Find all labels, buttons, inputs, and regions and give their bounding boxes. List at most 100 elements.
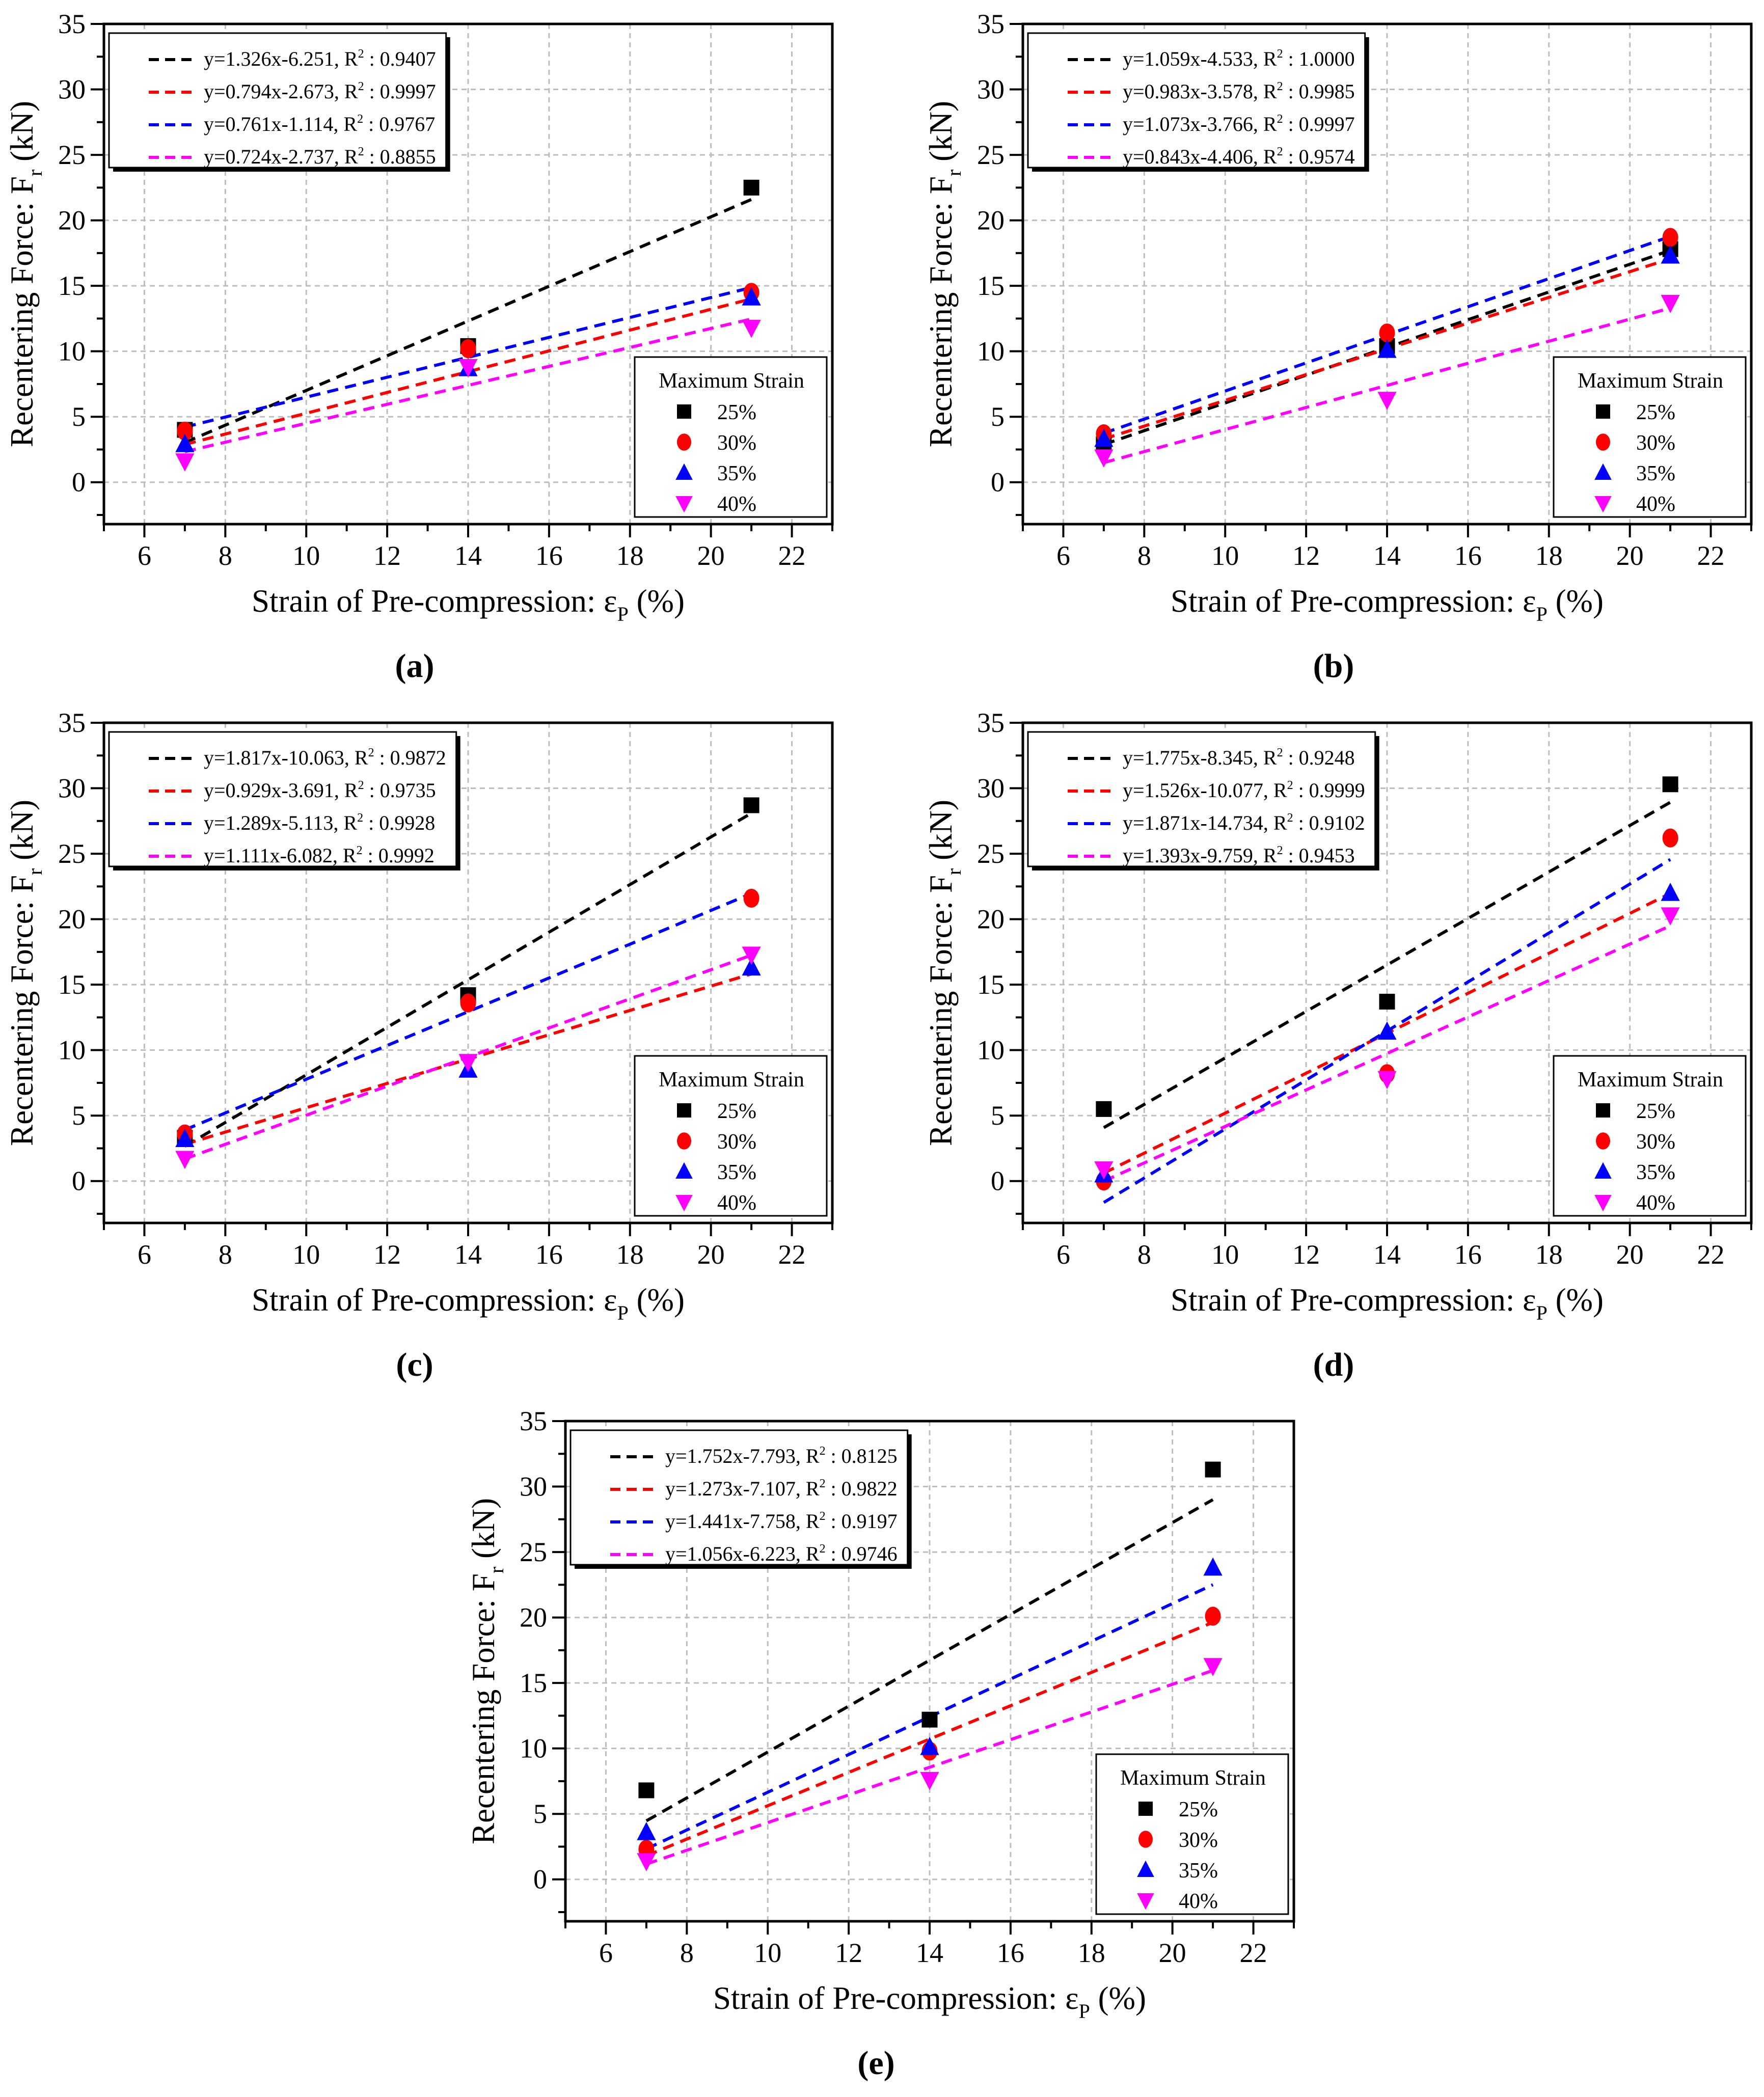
x-axis-title: Strain of Pre-compression: εP (%)	[252, 583, 685, 625]
equation-text: y=1.752x-7.793, R	[665, 1445, 820, 1467]
x-tick-label: 20	[1159, 1938, 1186, 1968]
x-tick-label: 22	[1697, 1239, 1725, 1270]
y-tick-label: 30	[977, 773, 1005, 804]
x-tick-label: 22	[778, 540, 806, 571]
legend-series-label: 25%	[717, 1100, 756, 1123]
y-axis-title-sub: r	[485, 1567, 508, 1573]
legend-marker-35pct	[1137, 1860, 1154, 1877]
legend-equation: y=1.289x-5.113, R2 : 0.9928	[204, 811, 435, 834]
r2-superscript: 2	[358, 145, 364, 158]
data-point-35pct	[175, 1129, 195, 1147]
legend-equation: y=0.761x-1.114, R2 : 0.9767	[204, 113, 435, 135]
legend-series-label: 35%	[717, 1161, 756, 1184]
equation-legend: y=1.817x-10.063, R2 : 0.9872y=0.929x-3.6…	[108, 731, 460, 870]
legend-series-label: 35%	[1179, 1859, 1218, 1883]
x-tick-label: 14	[1373, 540, 1401, 571]
y-axis-title-sub: r	[942, 868, 965, 875]
data-point-40pct	[1094, 449, 1114, 468]
r2-value: : 0.9102	[1293, 811, 1365, 834]
legend-series-label: 35%	[1636, 1161, 1675, 1184]
legend-series-label: 30%	[1179, 1829, 1218, 1852]
y-tick-label: 25	[977, 140, 1005, 170]
marker-legend-title: Maximum Strain	[1578, 1068, 1723, 1092]
legend-series-label: 25%	[1636, 1100, 1675, 1123]
x-tick-label: 18	[1535, 1239, 1563, 1270]
legend-series-label: 30%	[1636, 431, 1675, 455]
y-axis-title-unit: (kN)	[923, 800, 959, 868]
y-tick-label: 20	[520, 1602, 547, 1633]
x-axis-title: Strain of Pre-compression: εP (%)	[1171, 1282, 1604, 1324]
y-tick-label: 35	[977, 707, 1005, 738]
y-axis-title: Recentering Force: Fr (kN)	[923, 800, 965, 1146]
legend-equation: y=0.794x-2.673, R2 : 0.9997	[204, 80, 436, 103]
legend-equation: y=1.073x-3.766, R2 : 0.9997	[1123, 113, 1355, 135]
legend-series-label: 40%	[1636, 1191, 1675, 1215]
r2-value: : 0.9999	[1293, 779, 1365, 802]
y-tick-label: 20	[58, 904, 86, 935]
legend-equation: y=1.326x-6.251, R2 : 0.9407	[204, 47, 436, 70]
legend-marker-30pct	[1596, 1132, 1610, 1150]
marker-legend: Maximum Strain 25% 30% 35% 40%	[634, 1055, 828, 1217]
x-axis-title-sub: P	[617, 603, 629, 625]
x-axis-title: Strain of Pre-compression: εP (%)	[1171, 583, 1604, 625]
r2-value: : 0.9767	[363, 113, 435, 135]
data-point-30pct	[177, 421, 193, 441]
legend-series-label: 25%	[1636, 401, 1675, 424]
y-tick-label: 15	[58, 969, 86, 1000]
y-tick-label: 35	[520, 1406, 547, 1436]
x-tick-label: 6	[138, 1239, 151, 1270]
data-point-40pct	[742, 319, 761, 338]
legend-box	[108, 731, 457, 867]
legend-box	[108, 32, 447, 169]
legend-equation: y=1.111x-6.082, R2 : 0.9992	[204, 844, 435, 867]
legend-marker-40pct	[1137, 1893, 1154, 1910]
data-point-25pct	[921, 1711, 938, 1728]
fit-line-35pct	[184, 892, 752, 1131]
r2-superscript: 2	[820, 1477, 826, 1490]
data-point-25pct	[743, 179, 759, 196]
y-tick-label: 15	[977, 969, 1005, 1000]
legend-marker-40pct	[675, 496, 693, 513]
legend-equation: y=0.724x-2.737, R2 : 0.8855	[204, 145, 436, 168]
r2-superscript: 2	[1287, 779, 1293, 792]
r2-superscript: 2	[1277, 746, 1283, 759]
legend-series-label: 30%	[717, 1130, 756, 1154]
r2-superscript: 2	[357, 113, 363, 126]
marker-legend-box	[634, 356, 828, 518]
data-point-35pct	[1661, 245, 1680, 264]
legend-marker-25pct	[677, 1103, 691, 1118]
x-tick-label: 8	[219, 1239, 232, 1270]
y-tick-label: 25	[58, 140, 86, 170]
legend-series-label: 35%	[1636, 462, 1675, 485]
marker-legend-box	[634, 1055, 828, 1217]
equation-text: y=0.794x-2.673, R	[204, 80, 358, 103]
legend-series-label: 40%	[717, 493, 756, 516]
fit-line-30pct	[645, 1621, 1214, 1858]
legend-marker-25pct	[677, 404, 691, 419]
data-point-35pct	[1661, 883, 1680, 901]
panel-label: (a)	[395, 647, 435, 685]
data-point-30pct	[460, 339, 476, 359]
equation-text: y=0.983x-3.578, R	[1123, 80, 1277, 103]
y-axis-title-main: Recentering Force: F	[923, 176, 959, 447]
equation-text: y=1.111x-6.082, R	[204, 844, 357, 867]
r2-superscript: 2	[820, 1542, 826, 1556]
y-tick-label: 5	[72, 401, 86, 432]
data-point-40pct	[458, 1054, 478, 1072]
r2-value: : 0.9992	[363, 844, 435, 867]
r2-value: : 0.8855	[364, 145, 436, 168]
x-axis-title-main: Strain of Pre-compression: ε	[252, 583, 617, 619]
r2-superscript: 2	[358, 47, 364, 61]
legend-marker-30pct	[1596, 433, 1610, 451]
x-axis-title-sub: P	[1536, 1301, 1548, 1324]
marker-legend-title: Maximum Strain	[1120, 1766, 1266, 1790]
y-axis-title: Recentering Force: Fr (kN)	[466, 1498, 508, 1844]
y-tick-label: 20	[977, 205, 1005, 236]
y-tick-label: 10	[977, 1035, 1005, 1066]
data-point-25pct	[743, 797, 759, 813]
legend-box	[1027, 731, 1376, 867]
data-point-25pct	[638, 1782, 655, 1799]
data-point-25pct	[1205, 1461, 1221, 1478]
y-tick-label: 30	[977, 74, 1005, 105]
